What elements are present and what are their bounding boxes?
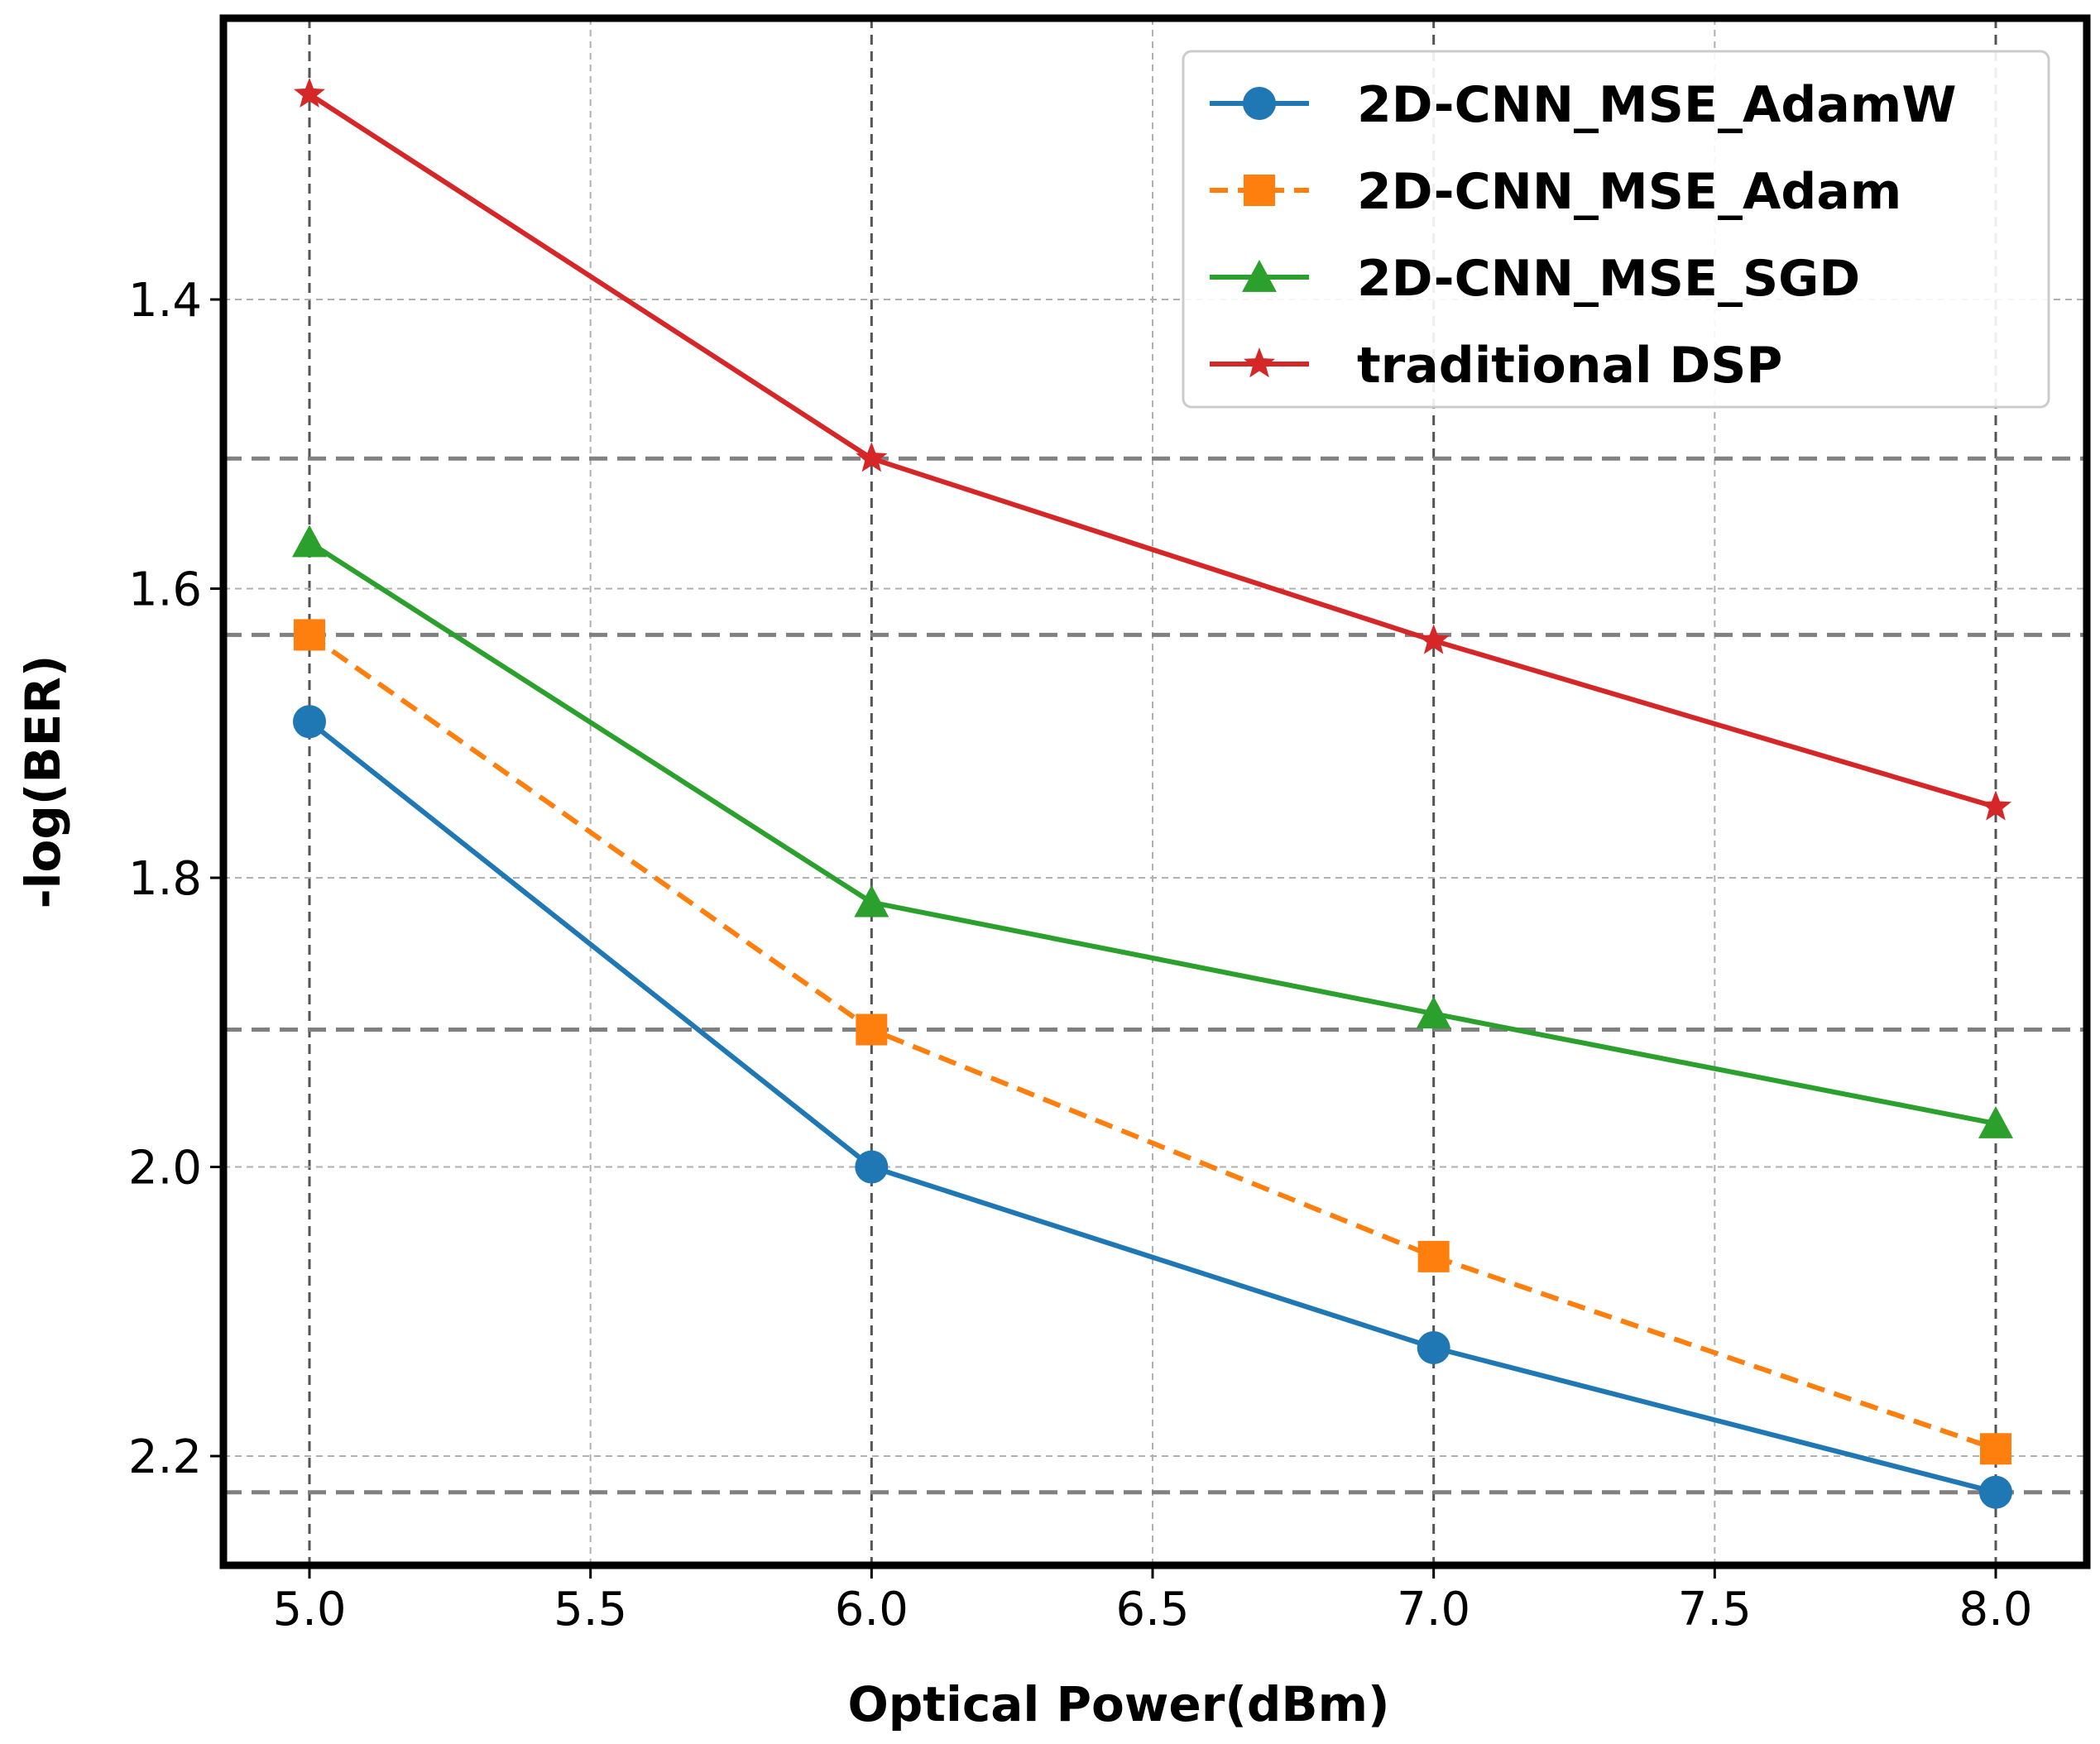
- series-traditional DSP: [294, 77, 2011, 821]
- legend-box: [1182, 50, 2050, 409]
- data-point: [1417, 1330, 1450, 1364]
- data-point: [1979, 1475, 2012, 1509]
- x-axis-ticks: 5.0 5.5 6.0 6.5 7.0 7.5 8.0: [272, 1565, 2033, 1636]
- data-point: [1417, 1240, 1450, 1272]
- legend-label: 2D-CNN_MSE_Adam: [1357, 163, 1901, 221]
- series-line: [308, 92, 1997, 810]
- legend-label: traditional DSP: [1357, 337, 1782, 395]
- legend-marker: [1242, 260, 1277, 292]
- plot-frame: [219, 14, 2091, 1569]
- data-point: [292, 525, 327, 558]
- data-point: [854, 884, 889, 918]
- data-point: [1417, 624, 1450, 654]
- legend-label: 2D-CNN_MSE_SGD: [1357, 250, 1860, 308]
- legend-marker: [1244, 347, 1275, 378]
- plot-border: [219, 14, 2091, 1569]
- legend: 2D-CNN_MSE_AdamW 2D-CNN_MSE_Adam 2D-CNN_MS…: [1182, 50, 2050, 409]
- series-2D-CNN_MSE_AdamW: [293, 705, 2012, 1509]
- data-point: [1980, 790, 2011, 821]
- y-axis-ticks: 1.4 1.6 1.8 2.0 2.2: [128, 274, 223, 1484]
- y-axis-label: -log(BER): [15, 655, 71, 909]
- y-tick-label: 1.4: [128, 274, 202, 328]
- data-point: [1980, 1433, 2011, 1465]
- data-point: [1416, 996, 1451, 1029]
- legend-marker: [1243, 87, 1276, 120]
- y-tick-label: 2.0: [128, 1142, 202, 1195]
- x-tick-label: 7.0: [1397, 1583, 1470, 1636]
- x-tick-label: 6.5: [1115, 1583, 1189, 1636]
- legend-entry: 2D-CNN_MSE_SGD: [1210, 250, 1860, 308]
- legend-marker: [1244, 175, 1275, 206]
- y-tick-label: 1.8: [128, 852, 202, 906]
- series-2D-CNN_MSE_SGD: [292, 525, 2013, 1138]
- series-line: [308, 632, 1997, 1452]
- x-tick-label: 5.0: [272, 1583, 346, 1636]
- data-point: [1978, 1106, 2013, 1138]
- series-layer: [292, 77, 2013, 1509]
- data-point: [294, 77, 325, 108]
- data-point: [294, 619, 325, 651]
- legend-label: 2D-CNN_MSE_AdamW: [1357, 76, 1957, 134]
- y-tick-label: 2.2: [128, 1430, 202, 1484]
- series-line: [308, 540, 1997, 1127]
- x-tick-label: 5.5: [554, 1583, 627, 1636]
- legend-entry: traditional DSP: [1210, 337, 1782, 395]
- series-2D-CNN_MSE_Adam: [294, 619, 2011, 1465]
- series-line: [308, 719, 1997, 1495]
- x-tick-label: 7.5: [1678, 1583, 1752, 1636]
- legend-entry: 2D-CNN_MSE_AdamW: [1210, 76, 1957, 134]
- legend-entry: 2D-CNN_MSE_Adam: [1210, 163, 1901, 221]
- y-tick-label: 1.6: [128, 563, 202, 617]
- x-tick-label: 6.0: [835, 1583, 909, 1636]
- data-point: [293, 705, 326, 739]
- data-point: [855, 1150, 889, 1184]
- reference-lines: [223, 456, 2087, 1495]
- data-point: [856, 442, 888, 472]
- data-point: [856, 1013, 888, 1046]
- x-axis-label: Optical Power(dBm): [847, 1676, 1389, 1732]
- x-tick-label: 8.0: [1959, 1583, 2032, 1636]
